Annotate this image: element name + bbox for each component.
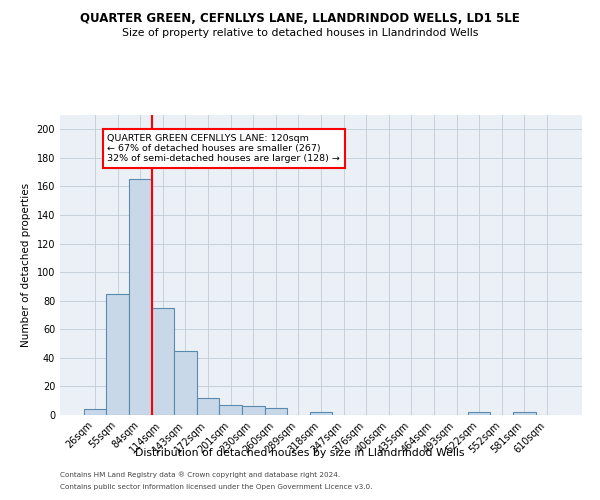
Text: Distribution of detached houses by size in Llandrindod Wells: Distribution of detached houses by size … <box>135 448 465 458</box>
Bar <box>265 408 287 415</box>
Bar <box>468 412 490 415</box>
Text: QUARTER GREEN, CEFNLLYS LANE, LLANDRINDOD WELLS, LD1 5LE: QUARTER GREEN, CEFNLLYS LANE, LLANDRINDO… <box>80 12 520 26</box>
Y-axis label: Number of detached properties: Number of detached properties <box>21 183 31 347</box>
Text: Contains public sector information licensed under the Open Government Licence v3: Contains public sector information licen… <box>60 484 373 490</box>
Bar <box>152 308 174 415</box>
Bar <box>242 406 265 415</box>
Bar <box>129 180 152 415</box>
Text: QUARTER GREEN CEFNLLYS LANE: 120sqm
← 67% of detached houses are smaller (267)
3: QUARTER GREEN CEFNLLYS LANE: 120sqm ← 67… <box>107 134 340 164</box>
Bar <box>310 412 332 415</box>
Bar <box>513 412 536 415</box>
Bar <box>220 405 242 415</box>
Bar <box>84 410 106 415</box>
Text: Contains HM Land Registry data ® Crown copyright and database right 2024.: Contains HM Land Registry data ® Crown c… <box>60 471 340 478</box>
Bar <box>197 398 220 415</box>
Bar <box>174 350 197 415</box>
Bar <box>106 294 129 415</box>
Text: Size of property relative to detached houses in Llandrindod Wells: Size of property relative to detached ho… <box>122 28 478 38</box>
